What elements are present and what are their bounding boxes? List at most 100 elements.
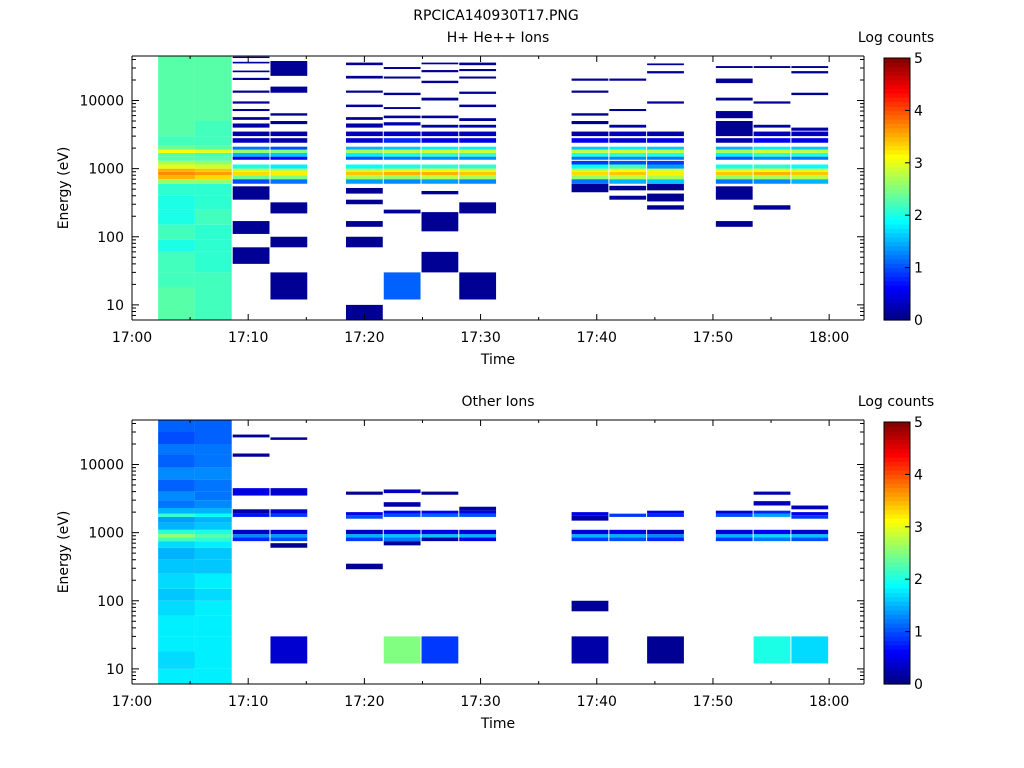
heatmap-cell — [715, 186, 753, 200]
heatmap-cell — [753, 66, 791, 68]
heatmap-cell — [647, 71, 684, 74]
heatmap-cell — [571, 515, 609, 521]
heatmap-cell — [158, 287, 195, 300]
heatmap-cell — [753, 101, 791, 104]
colorbar-segment — [884, 579, 910, 585]
heatmap-cell — [194, 537, 232, 542]
heatmap-cell — [270, 202, 308, 214]
heatmap-cell — [232, 101, 270, 104]
heatmap-cell — [194, 615, 232, 637]
heatmap-cell — [194, 299, 232, 312]
heatmap-cell — [753, 513, 791, 517]
colorbar-segment — [884, 232, 910, 238]
heatmap-cell — [270, 529, 308, 535]
heatmap-cell — [194, 175, 232, 180]
heatmap-cell — [383, 179, 421, 184]
heatmap-cell — [158, 179, 195, 184]
heatmap-cell — [753, 534, 791, 538]
heatmap-cell — [158, 541, 195, 548]
heatmap-cell — [194, 491, 232, 501]
colorbar-tick-label: 5 — [914, 51, 923, 67]
heatmap-cell — [571, 131, 609, 137]
heatmap-cell — [791, 179, 829, 184]
heatmap-cell — [194, 149, 232, 153]
heatmap-cell — [158, 164, 195, 169]
colorbar-segment — [884, 84, 910, 90]
heatmap-cell — [647, 168, 684, 172]
colorbar-segment — [884, 92, 910, 98]
heatmap-cell — [791, 164, 829, 169]
heatmap-cell — [194, 145, 232, 150]
heatmap-cell — [609, 534, 647, 538]
heatmap-cell — [421, 636, 459, 664]
heatmap-cell — [158, 443, 195, 455]
heatmap-cell — [345, 236, 383, 248]
heatmap-cell — [194, 467, 232, 480]
heatmap-cell — [232, 156, 270, 160]
heatmap-cell — [158, 100, 195, 122]
heatmap-cell — [647, 534, 684, 538]
heatmap-cell — [647, 183, 684, 191]
heatmap-cell — [158, 224, 195, 240]
heatmap-cell — [609, 513, 647, 517]
panel-title: H+ He++ Ions — [447, 30, 550, 46]
colorbar-segment — [884, 263, 910, 269]
heatmap-cell — [194, 160, 232, 165]
colorbar-segment — [884, 422, 910, 427]
heatmap-cell — [609, 146, 647, 150]
heatmap-cell — [753, 179, 791, 184]
colorbar-segment — [884, 539, 910, 545]
heatmap-cell — [232, 247, 270, 264]
heatmap-cell — [421, 529, 459, 535]
heatmap-cell — [383, 534, 421, 538]
heatmap-cell — [232, 123, 270, 128]
heatmap-cell — [609, 160, 647, 165]
heatmap-cell — [647, 138, 684, 143]
heatmap-cell — [609, 195, 647, 200]
y-tick-label: 10 — [106, 298, 124, 314]
heatmap-cell — [158, 615, 195, 637]
heatmap-cell — [270, 113, 308, 116]
colorbar: 0 1 2 3 4 5 Log counts — [858, 394, 934, 693]
heatmap-cell — [571, 534, 609, 538]
colorbar-segment — [884, 618, 910, 624]
heatmap-cell — [270, 138, 308, 143]
heatmap-cell — [647, 205, 684, 210]
colorbar-segment — [884, 66, 910, 72]
heatmap-cell — [194, 251, 232, 273]
heatmap-cell — [383, 131, 421, 137]
heatmap-cell — [753, 171, 791, 176]
heatmap-cell — [383, 636, 421, 664]
heatmap-cell — [571, 168, 609, 172]
heatmap-cell — [647, 146, 684, 150]
heatmap-cell — [158, 156, 195, 161]
heatmap-cell — [194, 588, 232, 601]
heatmap-cell — [270, 236, 308, 248]
heatmap-cell — [753, 138, 791, 143]
heatmap-cell — [571, 537, 609, 542]
colorbar-segment — [884, 587, 910, 593]
heatmap-cell — [421, 513, 459, 517]
colorbar-segment — [884, 106, 910, 111]
colorbar-segment — [884, 75, 910, 81]
heatmap-cell — [791, 66, 829, 68]
heatmap-cell — [571, 164, 609, 169]
colorbar-segment — [884, 644, 910, 650]
colorbar-segment — [884, 202, 910, 208]
heatmap-cell — [421, 190, 459, 195]
heatmap-cell — [715, 529, 753, 535]
heatmap-cell — [383, 156, 421, 160]
heatmap-cell — [459, 76, 497, 79]
x-axis-label: Time — [480, 716, 515, 732]
heatmap-cell — [791, 149, 829, 153]
colorbar-segment — [884, 679, 910, 685]
heatmap-cell — [232, 186, 270, 200]
colorbar-segment — [884, 491, 910, 497]
colorbar-segment — [884, 518, 910, 524]
heatmap-cell — [158, 251, 195, 273]
colorbar-segment — [884, 258, 910, 264]
heatmap-cell — [270, 272, 308, 300]
heatmap-cell — [345, 138, 383, 143]
heatmap-cell — [715, 152, 753, 157]
heatmap-cell — [194, 500, 232, 508]
